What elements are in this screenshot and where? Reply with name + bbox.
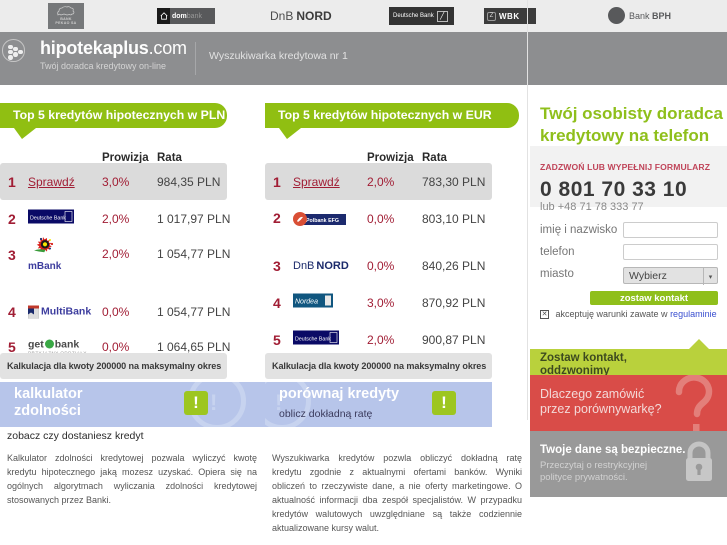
svg-text:Nordea: Nordea <box>295 298 318 305</box>
svg-text:Deutsche Bank: Deutsche Bank <box>295 336 331 342</box>
svg-text:Polbank EFG: Polbank EFG <box>306 218 339 224</box>
svg-text:Deutsche Bank: Deutsche Bank <box>30 215 66 221</box>
